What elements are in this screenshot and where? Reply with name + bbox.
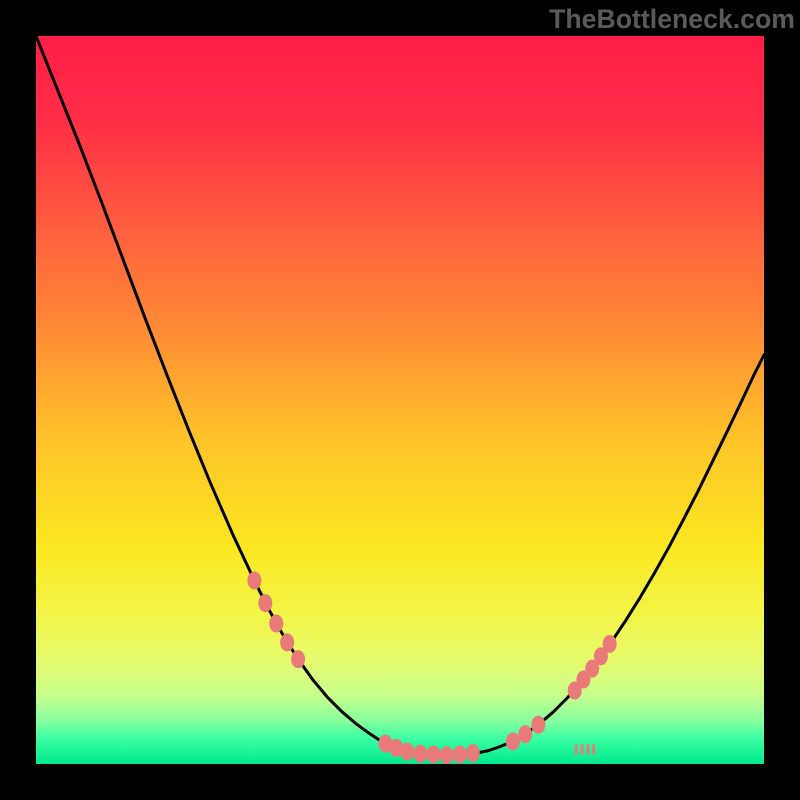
scatter-marker — [466, 744, 480, 762]
scatter-marker — [440, 746, 454, 764]
scatter-marker — [269, 615, 283, 633]
notch-bar — [592, 744, 595, 754]
plot-area — [36, 36, 764, 764]
scatter-marker — [531, 716, 545, 734]
chart-svg — [36, 36, 764, 764]
notch-bar — [586, 744, 589, 754]
watermark-text: TheBottleneck.com — [549, 4, 795, 35]
scatter-marker — [400, 743, 414, 761]
scatter-marker — [413, 745, 427, 763]
chart-frame: TheBottleneck.com — [0, 0, 800, 800]
scatter-marker — [453, 746, 467, 764]
scatter-marker — [426, 746, 440, 764]
scatter-marker — [247, 572, 261, 590]
notch-bar — [575, 744, 578, 754]
scatter-marker — [291, 650, 305, 668]
scatter-marker — [518, 725, 532, 743]
bottleneck-curve — [36, 36, 764, 755]
scatter-marker — [603, 635, 617, 653]
scatter-marker — [258, 594, 272, 612]
scatter-marker — [280, 633, 294, 651]
scatter-marker — [506, 732, 520, 750]
notch-bar — [581, 744, 584, 754]
